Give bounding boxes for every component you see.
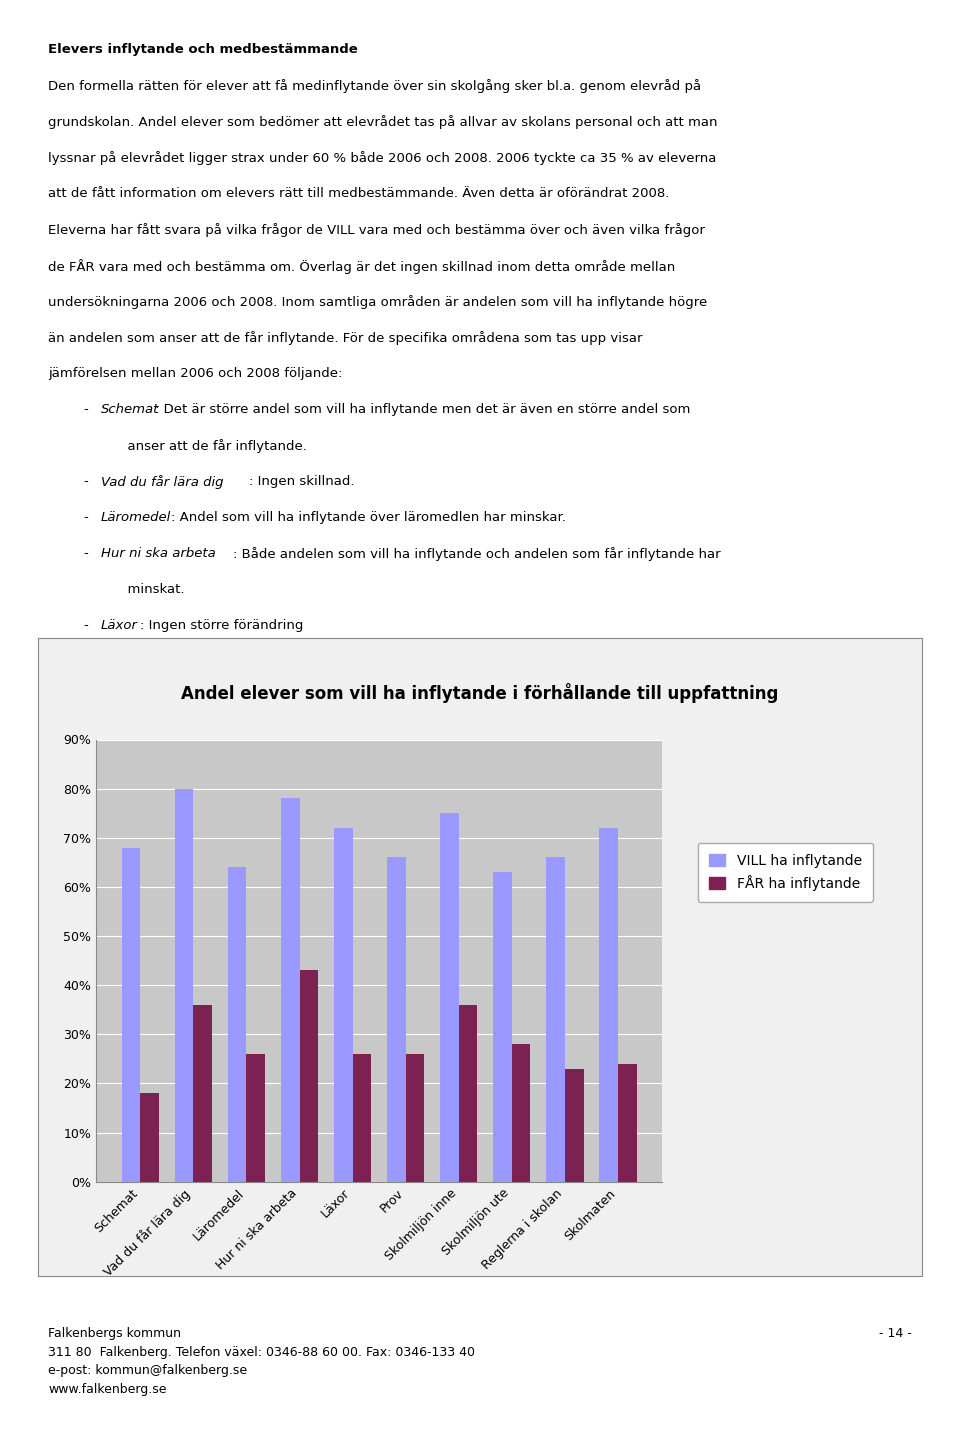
Text: 311 80  Falkenberg. Telefon växel: 0346-88 60 00. Fax: 0346-133 40: 311 80 Falkenberg. Telefon växel: 0346-8… [48, 1346, 475, 1359]
Text: Skolmiljön ute: Skolmiljön ute [101, 726, 195, 740]
Text: www.falkenberg.se: www.falkenberg.se [48, 1383, 166, 1396]
Text: Falkenbergs kommun: Falkenbergs kommun [48, 1327, 181, 1340]
Bar [300, 970, 318, 1182]
Text: minskat.: minskat. [119, 583, 184, 596]
Text: att de fått information om elevers rätt till medbestämmande. Även detta är oförä: att de fått information om elevers rätt … [48, 187, 669, 200]
Bar [228, 867, 247, 1182]
Text: : Det är större andel som vill ha inflytande men det är även en större andel som: : Det är större andel som vill ha inflyt… [156, 403, 691, 416]
Text: : Det är en större andel elever som vill ha inflytande men andelen som anser sig: : Det är en större andel elever som vill… [171, 835, 709, 848]
Text: : Andel som vill ha inflytande över läromedlen har minskar.: : Andel som vill ha inflytande över läro… [171, 510, 565, 523]
Bar [247, 1054, 265, 1182]
Text: grundskolan. Andel elever som bedömer att elevrådet tas på allvar av skolans per: grundskolan. Andel elever som bedömer at… [48, 116, 717, 129]
Text: : Både andelen som vill ha inflytande och andelen som får inflytande har ökat.: : Både andelen som vill ha inflytande oc… [132, 655, 657, 668]
Text: Läromedel: Läromedel [101, 510, 171, 523]
Text: få inflytande är oförändrad.: få inflytande är oförändrad. [119, 870, 312, 884]
Text: : Ingen skillnad.: : Ingen skillnad. [249, 476, 354, 489]
Text: - 14 -: - 14 - [879, 1327, 912, 1340]
Text: undersökningarna 2006 och 2008. Inom samtliga områden är andelen som vill ha inf: undersökningarna 2006 och 2008. Inom sam… [48, 296, 708, 309]
Text: -: - [84, 835, 88, 848]
Text: -: - [84, 655, 88, 668]
Text: än andelen som anser att de får inflytande. För de specifika områdena som tas up: än andelen som anser att de får inflytan… [48, 331, 642, 345]
Text: Läxor: Läxor [101, 619, 138, 632]
Text: Vad du får lära dig: Vad du får lära dig [101, 476, 224, 489]
Bar [140, 1093, 159, 1182]
Text: Schemat: Schemat [101, 403, 159, 416]
Text: Skolmaten: Skolmaten [101, 835, 172, 848]
Text: -: - [84, 403, 88, 416]
Text: Den formella rätten för elever att få medinflytande över sin skolgång sker bl.a.: Den formella rätten för elever att få me… [48, 80, 701, 93]
Bar [334, 828, 352, 1182]
Text: : Ingen större förändring: : Ingen större förändring [233, 799, 396, 812]
Text: jämförelsen mellan 2006 och 2008 följande:: jämförelsen mellan 2006 och 2008 följand… [48, 367, 343, 380]
Bar [599, 828, 618, 1182]
Bar [193, 1005, 212, 1182]
Text: Andel elever som vill ha inflytande i förhållande till uppfattning: Andel elever som vill ha inflytande i fö… [181, 683, 779, 703]
Text: -: - [84, 726, 88, 740]
Text: de FÅR vara med och bestämma om. Överlag är det ingen skillnad inom detta område: de FÅR vara med och bestämma om. Överlag… [48, 260, 675, 274]
Bar [512, 1044, 531, 1182]
Legend: VILL ha inflytande, FÅR ha inflytande: VILL ha inflytande, FÅR ha inflytande [698, 842, 873, 902]
Bar [565, 1069, 584, 1182]
Text: lyssnar på elevrådet ligger strax under 60 % både 2006 och 2008. 2006 tyckte ca : lyssnar på elevrådet ligger strax under … [48, 151, 716, 165]
Text: : Andelen som ha inflytande är oförändrad men andelen som anser de får: : Andelen som ha inflytande är oförändra… [210, 726, 703, 741]
Text: inflytande har ökat.: inflytande har ökat. [119, 763, 258, 776]
Text: Hur ni ska arbeta: Hur ni ska arbeta [101, 547, 216, 560]
Text: -: - [84, 799, 88, 812]
Text: : Både andelen som vill ha inflytande och andelen som får inflytande har: : Både andelen som vill ha inflytande oc… [233, 547, 721, 561]
Bar [352, 1054, 372, 1182]
Bar [441, 813, 459, 1182]
Bar [122, 848, 140, 1182]
Text: e-post: kommun@falkenberg.se: e-post: kommun@falkenberg.se [48, 1364, 247, 1377]
Text: Prov: Prov [101, 655, 131, 668]
Text: -: - [84, 547, 88, 560]
Text: om de får inflytande 2006: om de får inflytande 2006 [358, 740, 602, 760]
Bar [406, 1054, 424, 1182]
Bar [546, 857, 565, 1182]
Bar [175, 789, 193, 1182]
Text: -: - [84, 690, 88, 703]
Text: Skolmiljön inne: Skolmiljön inne [101, 690, 202, 703]
Bar [387, 857, 406, 1182]
Text: -: - [84, 510, 88, 523]
Text: -: - [84, 476, 88, 489]
Text: : Ingen större förändring: : Ingen större förändring [140, 619, 303, 632]
Bar [459, 1005, 477, 1182]
Text: -: - [84, 619, 88, 632]
Text: Eleverna har fått svara på vilka frågor de VILL vara med och bestämma över och ä: Eleverna har fått svara på vilka frågor … [48, 223, 705, 238]
Bar [493, 871, 512, 1182]
Text: : Ingen större förändring: : Ingen större förändring [218, 690, 381, 703]
Bar [618, 1064, 636, 1182]
Text: Elevers inflytande och medbestämmande: Elevers inflytande och medbestämmande [48, 44, 358, 57]
Bar [281, 799, 300, 1182]
Text: Reglerna i skolan: Reglerna i skolan [101, 799, 215, 812]
Text: anser att de får inflytande.: anser att de får inflytande. [119, 439, 306, 452]
